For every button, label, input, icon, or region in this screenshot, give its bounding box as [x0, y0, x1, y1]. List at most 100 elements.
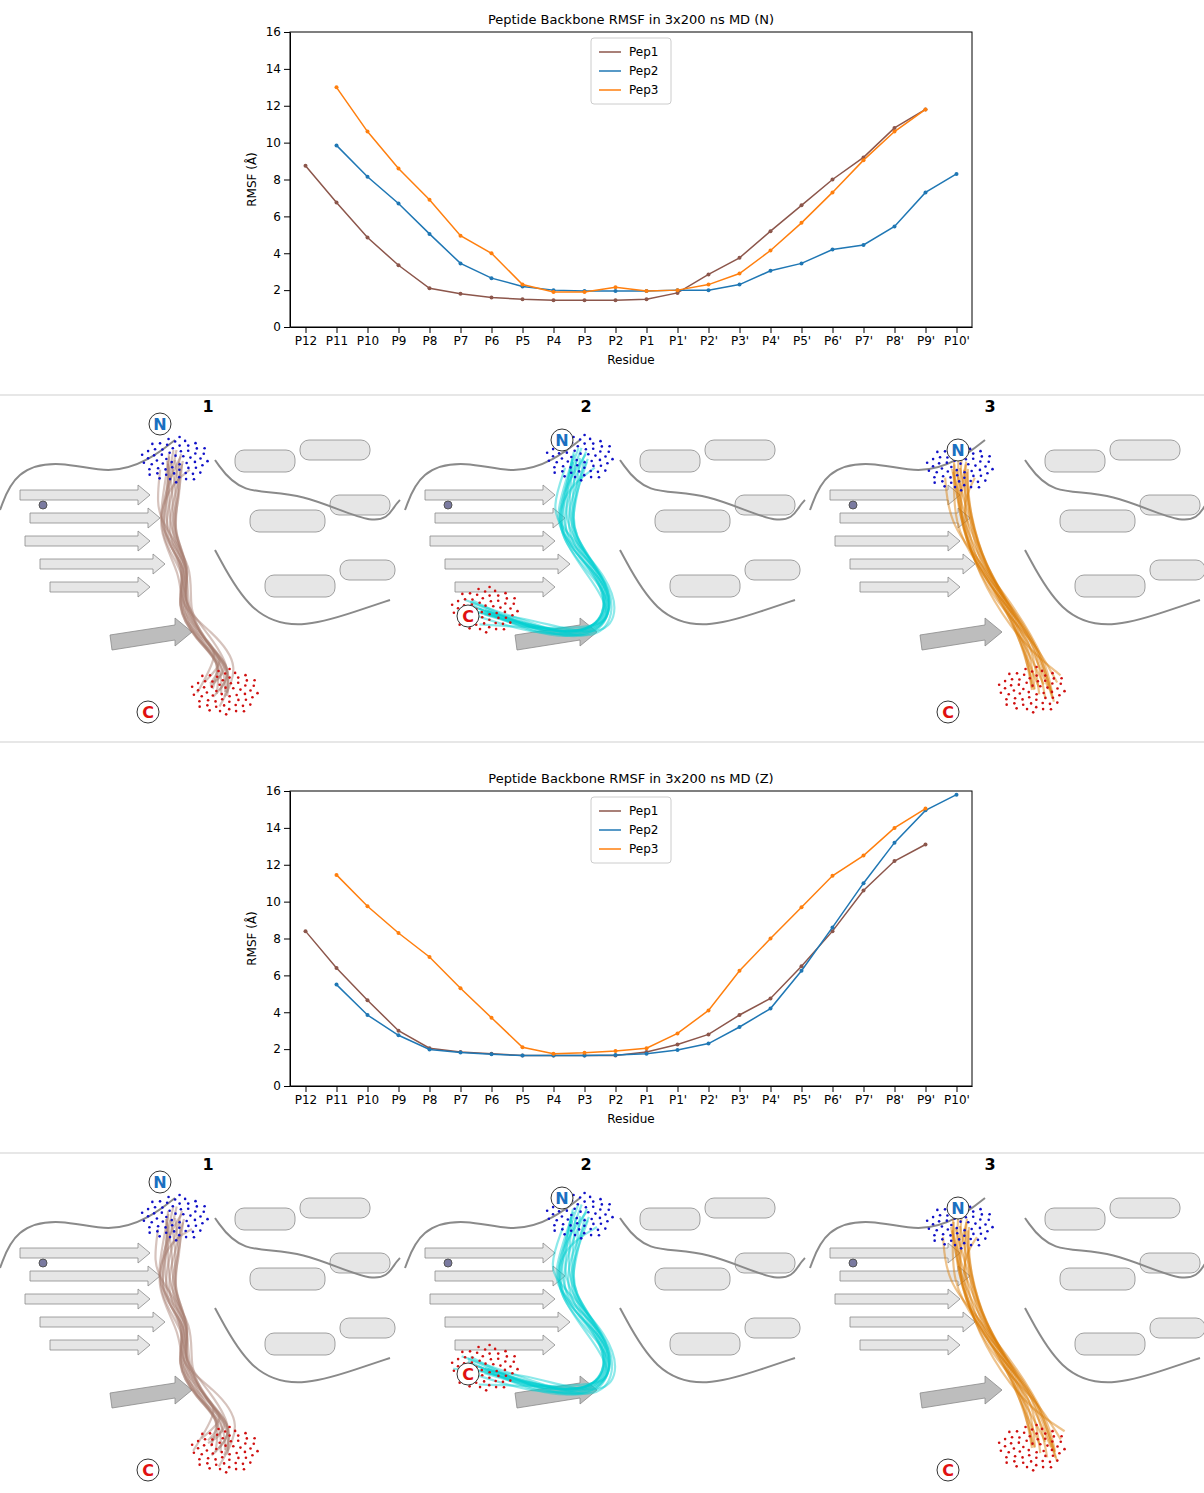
n-terminus-dot [590, 1234, 593, 1237]
peptide-ensemble [141, 436, 259, 716]
n-terminus-dot [165, 1216, 168, 1219]
n-terminus-dot [147, 450, 150, 453]
c-terminus-dot [214, 700, 217, 703]
y-tick: 0 [273, 1079, 290, 1093]
n-terminus-dot [977, 1239, 980, 1242]
x-tick-mark [306, 327, 307, 333]
x-tick: P8' [886, 327, 904, 348]
c-terminus-dot [1044, 1432, 1047, 1435]
peptide-conformer [477, 462, 608, 631]
series-marker [831, 190, 835, 194]
figure: P12P11P10P9P8P7P6P5P4P3P2P1P1'P2'P3'P4'P… [0, 0, 1204, 1493]
series-marker [459, 234, 463, 238]
x-tick-mark [492, 1086, 493, 1092]
n-terminus-dot [194, 461, 197, 464]
c-terminus-dot [1000, 1449, 1003, 1452]
n-terminus-dot [988, 1213, 991, 1216]
n-terminus-dot [950, 1239, 953, 1242]
series-marker [924, 807, 928, 811]
n-terminus-dot [580, 479, 583, 482]
x-tick-label: P6 [485, 334, 500, 348]
n-terminus-dot [972, 1210, 975, 1213]
n-terminus-dot [158, 1235, 161, 1238]
y-tick: 10 [266, 136, 290, 150]
protein-ion [444, 501, 452, 509]
c-terminus-dot [211, 1443, 214, 1446]
c-terminus-dot [504, 1360, 507, 1363]
c-terminus-dot [1021, 1456, 1024, 1459]
x-tick-mark [337, 327, 338, 333]
x-tick-label: P5' [793, 334, 811, 348]
series-marker [893, 859, 897, 863]
n-terminus-dot [928, 469, 931, 472]
series-marker [552, 298, 556, 302]
c-terminus-dot [1063, 690, 1066, 693]
y-tick-label: 0 [273, 1079, 281, 1093]
n-terminus-dot [180, 1208, 183, 1211]
n-terminus-dot [553, 471, 556, 474]
series-marker [738, 256, 742, 260]
x-axis-line [291, 1086, 973, 1087]
c-terminus-dot [998, 1441, 1001, 1444]
n-terminus-dot [167, 1196, 170, 1199]
peptide-conformer [484, 1217, 604, 1389]
n-terminus-dot [955, 1227, 958, 1230]
series-marker [893, 841, 897, 845]
n-terminus-dot [153, 454, 156, 457]
protein-loop [1025, 1218, 1204, 1278]
n-terminus-dot [577, 1203, 580, 1206]
n-terminus-dot [585, 1206, 588, 1209]
c-terminus-dot [235, 694, 238, 697]
x-tick: P6 [485, 1086, 500, 1107]
c-terminus-dot [228, 1434, 231, 1437]
n-terminus-dot [587, 453, 590, 456]
y-tick-mark [284, 939, 290, 940]
series-marker [459, 1050, 463, 1054]
peptide-conformer [964, 470, 1034, 690]
n-terminus-dot [963, 1229, 966, 1232]
series-marker [521, 297, 525, 301]
n-terminus-dot [189, 1214, 192, 1217]
x-tick: P11 [326, 1086, 349, 1107]
c-terminus-dot [1046, 686, 1049, 689]
legend-label: Pep3 [629, 83, 658, 97]
y-tick-label: 2 [273, 1042, 281, 1056]
n-terminus-dot [180, 450, 183, 453]
c-terminus-dot [1063, 1448, 1066, 1451]
c-terminus-dot [1027, 691, 1030, 694]
c-terminus-dot [1035, 693, 1038, 696]
peptide-ensemble [926, 444, 1066, 714]
n-terminus-dot [555, 461, 558, 464]
series-marker [738, 283, 742, 287]
protein-ion [849, 1259, 857, 1267]
c-terminus-dot [511, 614, 514, 617]
c-terminus-dot [237, 1440, 240, 1443]
c-terminus-dot [243, 1468, 246, 1471]
legend-label: Pep2 [629, 64, 658, 78]
n-terminus-dot [195, 1224, 198, 1227]
n-terminus-dot [563, 1233, 566, 1236]
n-terminus-dot [608, 445, 611, 448]
n-terminus-dot [970, 1228, 973, 1231]
c-terminus-dot [237, 676, 240, 679]
protein-helix [250, 510, 325, 532]
series-marker [335, 873, 339, 877]
x-tick-label: P9' [917, 334, 935, 348]
n-terminus-dot [185, 1220, 188, 1223]
protein-loop [0, 440, 175, 510]
c-terminus-dot [469, 592, 472, 595]
series-marker [552, 1052, 556, 1056]
protein-strand [455, 1335, 555, 1355]
peptide-conformer [453, 1227, 615, 1389]
series-layer [304, 793, 959, 1058]
protein-helix [1150, 560, 1204, 580]
y-tick: 2 [273, 283, 290, 297]
n-terminus-dot [199, 457, 202, 460]
legend-label: Pep3 [629, 842, 658, 856]
n-terminus-dot [154, 448, 157, 451]
c-terminus-dot [1015, 707, 1018, 710]
n-terminus-label-ring [149, 413, 171, 435]
n-terminus-dot [164, 468, 167, 471]
c-terminus-dot [512, 602, 515, 605]
c-terminus-dot [1022, 703, 1025, 706]
